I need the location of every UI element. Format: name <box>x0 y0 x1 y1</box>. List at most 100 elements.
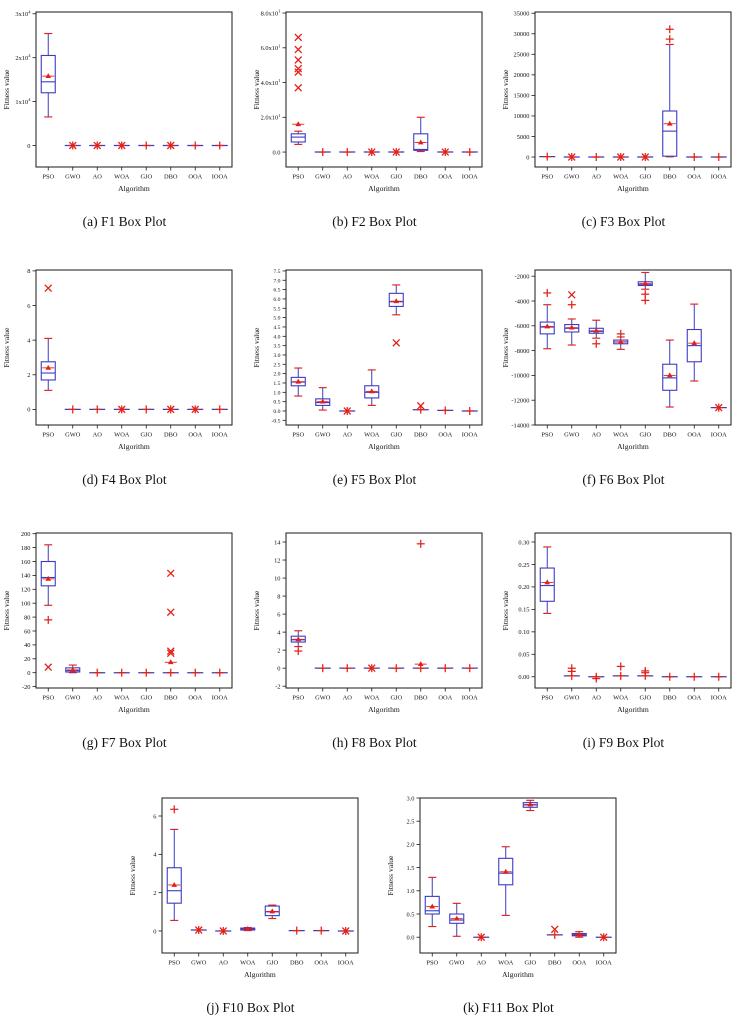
f9-boxplot-canvas: 0.00 0.05 0.10 0.15 0.20 0.25 0.30 PSO GWO AO WOA G… <box>499 523 748 728</box>
svg-text:0.5: 0.5 <box>407 911 415 918</box>
svg-text:GWO: GWO <box>449 960 465 967</box>
svg-text:WOA: WOA <box>364 174 380 181</box>
svg-text:30000: 30000 <box>514 31 530 38</box>
svg-text:Fitness value: Fitness value <box>501 590 510 630</box>
svg-text:4.5: 4.5 <box>273 325 280 331</box>
svg-text:2.5: 2.5 <box>273 362 280 368</box>
svg-text:PSO: PSO <box>42 432 54 439</box>
svg-text:GWO: GWO <box>191 960 207 967</box>
f5-boxplot-canvas: -0.5 0.0 0.5 1.0 1.5 2.0 2.5 3.0 3.5 4.0 4.5 5.0 5.5… <box>250 260 499 465</box>
svg-text:3x104: 3x104 <box>15 9 31 18</box>
svg-text:4: 4 <box>27 337 31 344</box>
svg-text:Algorithm: Algorithm <box>368 442 400 451</box>
svg-text:12: 12 <box>274 557 280 564</box>
f1-boxplot-canvas: 0 1x104 2x104 3x104 PSO GWO AO WOA GJO DBO OOA IOOA… <box>0 2 249 207</box>
svg-text:5000: 5000 <box>517 134 530 141</box>
svg-text:PSO: PSO <box>292 174 304 181</box>
svg-text:OOA: OOA <box>188 174 202 181</box>
svg-text:GJO: GJO <box>639 695 651 702</box>
svg-text:2.0: 2.0 <box>407 842 415 849</box>
svg-text:GWO: GWO <box>564 695 580 702</box>
svg-text:GJO: GJO <box>390 432 402 439</box>
svg-text:0: 0 <box>153 928 156 935</box>
svg-text:OOA: OOA <box>572 960 586 967</box>
svg-text:AO: AO <box>343 432 353 439</box>
boxplot-svg-F9: 0.00 0.05 0.10 0.15 0.20 0.25 0.30 PSO GWO AO WOA G… <box>501 532 732 714</box>
svg-text:5.0: 5.0 <box>273 316 280 322</box>
svg-text:IOOA: IOOA <box>596 960 612 967</box>
svg-text:40: 40 <box>24 642 30 649</box>
svg-text:GJO: GJO <box>266 960 278 967</box>
svg-text:OOA: OOA <box>188 695 202 702</box>
f3-boxplot-canvas: 0 5000 10000 15000 20000 25000 30000 35000 PSO GW… <box>499 2 748 207</box>
svg-text:PSO: PSO <box>541 695 553 702</box>
subplot-caption-f11: (k) F11 Box Plot <box>463 1000 554 1015</box>
svg-text:100: 100 <box>21 601 31 608</box>
subplot-f7: -20 0 20 40 60 80 100 120 140 160 180 200 PSO GWO AO WO… <box>0 523 249 763</box>
svg-text:GWO: GWO <box>564 432 580 439</box>
boxplot-svg-F5: -0.5 0.0 0.5 1.0 1.5 2.0 2.5 3.0 3.5 4.0 4.5 5.0 5.5… <box>252 269 483 451</box>
svg-text:AO: AO <box>343 695 353 702</box>
svg-text:180: 180 <box>21 545 31 552</box>
svg-text:DBO: DBO <box>414 432 428 439</box>
svg-text:-14000: -14000 <box>511 422 529 429</box>
svg-text:20000: 20000 <box>514 72 530 79</box>
svg-text:IOOA: IOOA <box>711 432 727 439</box>
svg-text:Algorithm: Algorithm <box>617 705 649 714</box>
svg-text:Algorithm: Algorithm <box>368 184 400 193</box>
subplot-f10: 0 2 4 6 PSO GWO AO WOA GJO DBO OOA IOOA Algorithm Fit… <box>126 788 375 1028</box>
svg-text:AO: AO <box>592 695 602 702</box>
svg-text:PSO: PSO <box>42 695 54 702</box>
svg-text:2: 2 <box>153 890 156 897</box>
svg-text:DBO: DBO <box>290 960 304 967</box>
svg-text:WOA: WOA <box>364 432 380 439</box>
svg-text:35000: 35000 <box>514 11 530 18</box>
svg-text:Algorithm: Algorithm <box>617 184 649 193</box>
svg-text:OOA: OOA <box>687 174 701 181</box>
svg-text:AO: AO <box>592 432 602 439</box>
svg-text:WOA: WOA <box>613 174 629 181</box>
svg-text:OOA: OOA <box>438 432 452 439</box>
svg-text:0.0: 0.0 <box>273 409 280 415</box>
boxplot-svg-F7: -20 0 20 40 60 80 100 120 140 160 180 200 PSO GWO AO WO… <box>2 531 233 714</box>
svg-text:IOOA: IOOA <box>338 960 354 967</box>
subplot-f5: -0.5 0.0 0.5 1.0 1.5 2.0 2.5 3.0 3.5 4.0 4.5 5.0 5.5… <box>250 260 499 500</box>
svg-text:GWO: GWO <box>564 174 580 181</box>
svg-text:14: 14 <box>274 539 281 546</box>
svg-text:Fitness value: Fitness value <box>128 855 137 895</box>
svg-text:1.5: 1.5 <box>273 381 280 387</box>
boxplot-svg-F10: 0 2 4 6 PSO GWO AO WOA GJO DBO OOA IOOA Algorithm Fit… <box>128 797 359 979</box>
subplot-caption-f6: (f) F6 Box Plot <box>582 472 665 487</box>
svg-text:0.15: 0.15 <box>518 607 529 614</box>
f8-boxplot-canvas: -2 0 2 4 6 8 10 12 14 PSO GWO AO WOA GJO DBO OOA IOOA Alg… <box>250 523 499 728</box>
svg-text:DBO: DBO <box>663 695 677 702</box>
svg-text:60: 60 <box>24 628 30 635</box>
svg-text:Algorithm: Algorithm <box>368 705 400 714</box>
subplot-caption-f7: (g) F7 Box Plot <box>82 735 167 750</box>
svg-text:DBO: DBO <box>663 432 677 439</box>
svg-text:4: 4 <box>153 852 157 859</box>
svg-text:140: 140 <box>21 573 31 580</box>
svg-text:GWO: GWO <box>65 174 81 181</box>
svg-text:DBO: DBO <box>663 174 677 181</box>
svg-text:-8000: -8000 <box>515 348 530 355</box>
svg-text:0: 0 <box>27 670 30 677</box>
svg-text:-10000: -10000 <box>511 373 529 380</box>
f11-boxplot-canvas: 0.0 0.5 1.0 1.5 2.0 2.5 3.0 PSO GWO AO WOA GJO DBO OO… <box>384 788 633 993</box>
svg-text:200: 200 <box>21 531 31 538</box>
subplot-f2: 0.0 2.0x101 4.0x101 6.0x101 8.0x101 PSO GWO AO W… <box>250 2 499 242</box>
svg-text:6: 6 <box>153 813 156 820</box>
svg-text:7.5: 7.5 <box>273 269 280 275</box>
svg-text:6.0: 6.0 <box>273 297 280 303</box>
svg-text:GWO: GWO <box>65 432 81 439</box>
svg-text:PSO: PSO <box>426 960 438 967</box>
svg-text:OOA: OOA <box>314 960 328 967</box>
svg-text:0.0: 0.0 <box>407 935 415 942</box>
svg-text:WOA: WOA <box>114 174 130 181</box>
svg-text:IOOA: IOOA <box>462 174 478 181</box>
svg-text:AO: AO <box>592 174 602 181</box>
svg-text:0: 0 <box>526 154 529 161</box>
svg-text:WOA: WOA <box>498 960 514 967</box>
svg-text:120: 120 <box>21 587 31 594</box>
svg-text:-20: -20 <box>22 684 31 691</box>
